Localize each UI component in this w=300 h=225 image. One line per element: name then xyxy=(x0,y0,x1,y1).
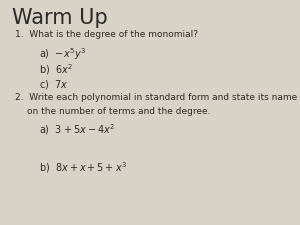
Text: a)  $-x^5y^3$: a) $-x^5y^3$ xyxy=(39,46,86,62)
Text: b)  $8x+x+5+x^3$: b) $8x+x+5+x^3$ xyxy=(39,160,127,175)
Text: b)  $6x^2$: b) $6x^2$ xyxy=(39,62,73,77)
Text: Warm Up: Warm Up xyxy=(12,8,108,28)
Text: c)  $7x$: c) $7x$ xyxy=(39,78,68,91)
Text: on the number of terms and the degree.: on the number of terms and the degree. xyxy=(27,107,211,116)
Text: 1.  What is the degree of the monomial?: 1. What is the degree of the monomial? xyxy=(15,30,198,39)
Text: 2.  Write each polynomial in standard form and state its name based: 2. Write each polynomial in standard for… xyxy=(15,93,300,102)
Text: a)  $3+5x-4x^2$: a) $3+5x-4x^2$ xyxy=(39,123,115,137)
